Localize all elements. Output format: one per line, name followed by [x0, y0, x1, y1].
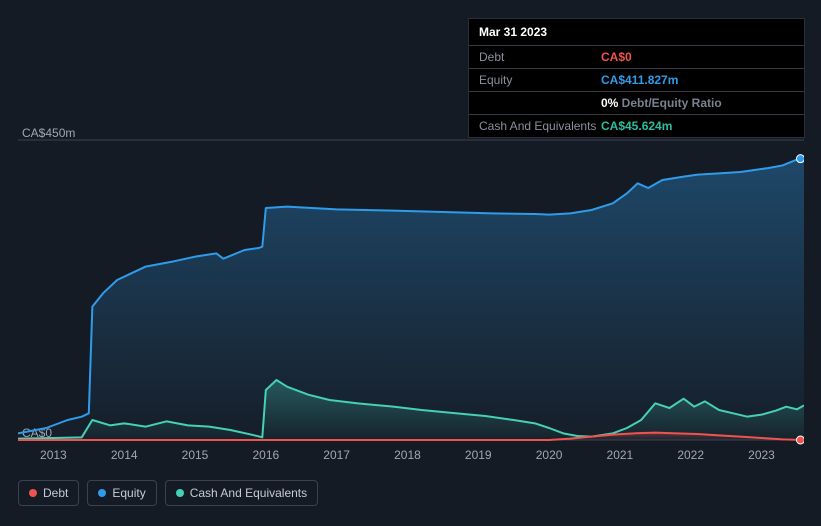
x-axis-tick-label: 2019 [465, 448, 492, 462]
x-axis-tick-label: 2021 [607, 448, 634, 462]
chart-svg [18, 125, 804, 450]
x-axis-tick-label: 2020 [536, 448, 563, 462]
chart-tooltip: Mar 31 2023DebtCA$0EquityCA$411.827m0% D… [468, 18, 805, 138]
legend-dot-icon [29, 489, 37, 497]
legend-label: Equity [112, 486, 145, 500]
chart-area [18, 125, 804, 465]
legend-item[interactable]: Debt [18, 480, 79, 506]
tooltip-row-value: CA$45.624m [601, 119, 672, 133]
x-axis-tick-label: 2014 [111, 448, 138, 462]
tooltip-row-label: Equity [479, 73, 601, 87]
tooltip-row-label: Debt [479, 50, 601, 64]
x-axis-tick-label: 2016 [252, 448, 279, 462]
legend-dot-icon [176, 489, 184, 497]
x-axis-tick-label: 2015 [182, 448, 209, 462]
tooltip-row: EquityCA$411.827m [469, 69, 804, 92]
tooltip-row: DebtCA$0 [469, 46, 804, 69]
x-axis-labels: 2013 2014 2015 2016 2017 2018 2019 2020 2021 2022… [18, 448, 804, 464]
tooltip-row-value: 0% Debt/Equity Ratio [601, 96, 722, 110]
legend-dot-icon [98, 489, 106, 497]
tooltip-row-label: Cash And Equivalents [479, 119, 601, 133]
tooltip-row-label [479, 96, 601, 110]
x-axis-tick-label: 2013 [40, 448, 67, 462]
chart-legend: Debt Equity Cash And Equivalents [18, 480, 318, 506]
x-axis-tick-label: 2022 [677, 448, 704, 462]
tooltip-row-value: CA$411.827m [601, 73, 678, 87]
tooltip-date: Mar 31 2023 [469, 19, 804, 46]
tooltip-row: 0% Debt/Equity Ratio [469, 92, 804, 115]
legend-label: Cash And Equivalents [190, 486, 307, 500]
x-axis-tick-label: 2018 [394, 448, 421, 462]
legend-label: Debt [43, 486, 68, 500]
tooltip-row-value: CA$0 [601, 50, 632, 64]
x-axis-tick-label: 2023 [748, 448, 775, 462]
legend-item[interactable]: Cash And Equivalents [165, 480, 318, 506]
x-axis-tick-label: 2017 [323, 448, 350, 462]
tooltip-row: Cash And EquivalentsCA$45.624m [469, 115, 804, 137]
legend-item[interactable]: Equity [87, 480, 156, 506]
